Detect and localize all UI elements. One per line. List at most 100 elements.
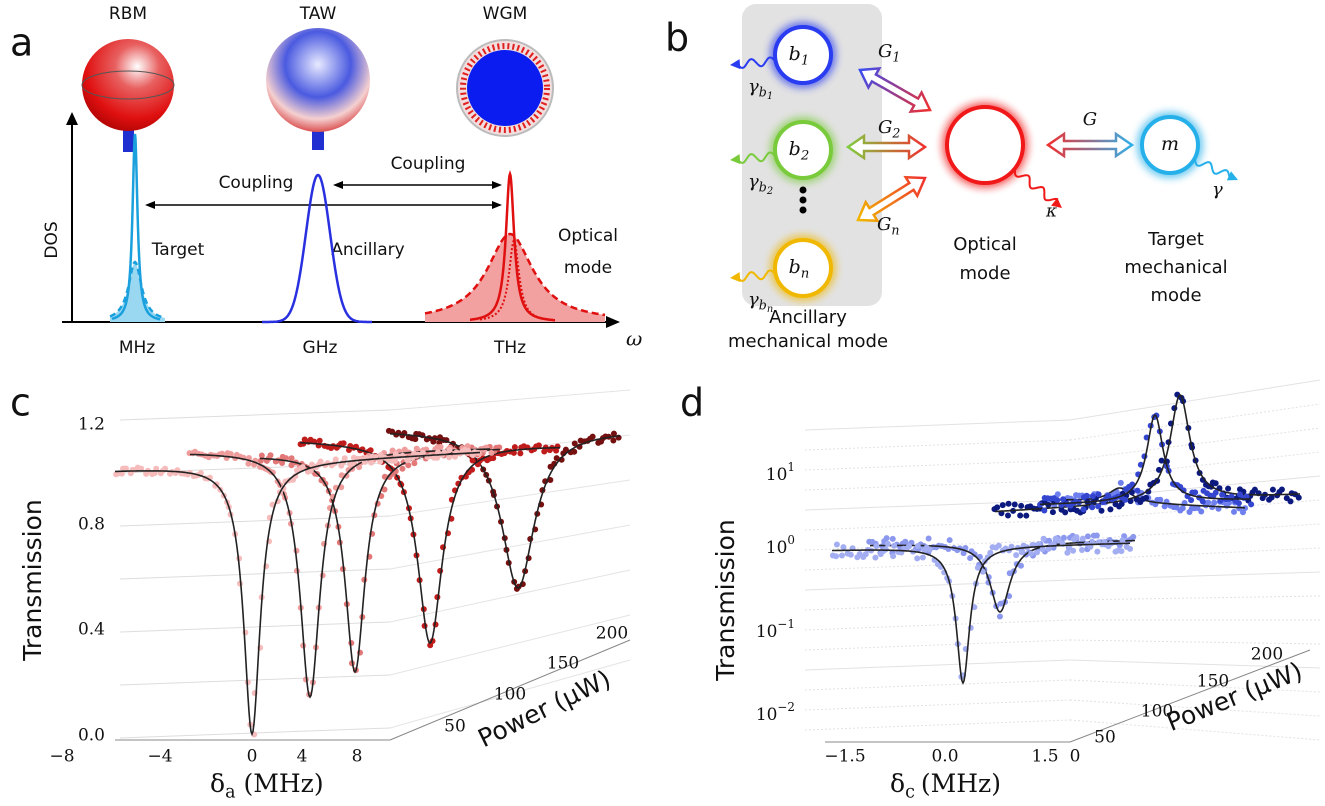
frequency: MHz [119,338,155,358]
grid-line [389,659,631,729]
arrow-head [333,181,343,189]
power-tick-label: 100 [494,685,526,705]
data-dot [317,458,324,465]
data-dot [1089,504,1096,511]
data-dot [967,555,974,562]
data-dot [1095,491,1102,498]
data-dot [1198,508,1205,515]
grid-line [804,579,1071,591]
grid-line [1069,639,1321,645]
data-dot [553,455,560,462]
axis-label: Power (μW) [1162,656,1306,737]
ellipsis-dot [799,186,807,194]
stem [123,130,134,152]
coupling-arrow [858,66,932,114]
coupling-symbol: G2 [878,117,900,140]
data-dot [1205,499,1212,506]
data-dot [1035,541,1042,548]
data-dot [1011,501,1018,508]
peak-label: Optical [558,226,618,246]
power-tick-label: 200 [1251,645,1283,665]
mode-symbol: b2 [789,138,810,163]
grid-line [1069,403,1321,441]
data-dot [925,535,932,542]
grid-line [1069,719,1321,741]
data-dot [1018,502,1025,509]
data-dot [1295,494,1302,501]
y-tick-label-part: −1 [777,617,795,631]
data-dot [1211,499,1218,506]
coupling-symbol-part: G [877,214,891,235]
power-tick-label: 100 [1141,702,1173,722]
y-tick-label: 0.4 [78,620,105,640]
data-dot [288,462,295,469]
grid-line [1069,451,1321,481]
grid-line [804,599,1071,611]
grid-line [804,479,1071,491]
data-dot [1242,505,1249,512]
axis-label: ω [626,327,642,351]
data-dot [405,462,412,469]
damping-symbol-part: γ [748,76,759,97]
arrow-head [730,59,741,70]
data-dot [571,440,578,447]
data-dot [610,437,617,444]
grid-line [1069,547,1321,561]
data-dot [589,433,596,440]
arrow-head [730,154,741,165]
fit-curve [115,451,481,737]
data-dot [381,486,388,493]
x-tick-label: 4 [297,747,308,767]
peak-line [111,133,161,321]
data-dot [1235,500,1242,507]
data-dot [847,551,854,558]
damping-wave [737,151,776,164]
axis-label-part: (MHz) [921,769,1001,798]
peak-label: Target [151,240,205,260]
data-dot [919,554,926,561]
data-dot [399,465,406,472]
data-dot [1248,501,1255,508]
data-dot [889,535,896,542]
peak-line [470,170,555,322]
grid-line [1069,379,1321,421]
x-tick-label: −4 [147,747,172,767]
data-dot [1158,457,1165,464]
panel-label: d [680,381,704,425]
data-dot [1084,533,1091,540]
data-dot [269,469,276,476]
data-dot [1004,512,1011,519]
data-dot [890,553,897,560]
damping-symbol: γb1 [748,76,773,102]
coupling-symbol-part: G [878,117,892,138]
data-dot [1094,548,1101,555]
data-dot [1041,507,1048,514]
grid-line [804,419,1071,431]
coupling-symbol: Gn [877,214,900,237]
data-dot [1089,493,1096,500]
data-dot [1098,507,1105,514]
data-dot [245,460,252,467]
grid-line [119,621,391,633]
data-dot [1062,509,1069,516]
y-tick-label: 0.8 [78,515,105,535]
data-dot [1230,508,1237,515]
grid-line [389,389,631,411]
damping-wave [737,56,776,69]
damping-symbol-part: γ [748,171,759,192]
axis-line [1069,649,1311,743]
coupling-arrow [1045,131,1135,159]
damping-symbol-part: 1 [767,91,773,102]
data-dot [1118,548,1125,555]
data-dot [446,454,453,461]
ellipsis-dot [799,196,807,204]
data-dot [1122,496,1129,503]
data-dot [1013,552,1020,559]
data-dot [1049,509,1056,516]
damping-symbol-part: b [759,297,767,312]
arrow-head [1226,171,1238,181]
peak-line [109,260,166,320]
target-symbol: m [1161,133,1179,155]
data-dot [1118,500,1125,507]
mode-label: mode [959,263,1010,284]
